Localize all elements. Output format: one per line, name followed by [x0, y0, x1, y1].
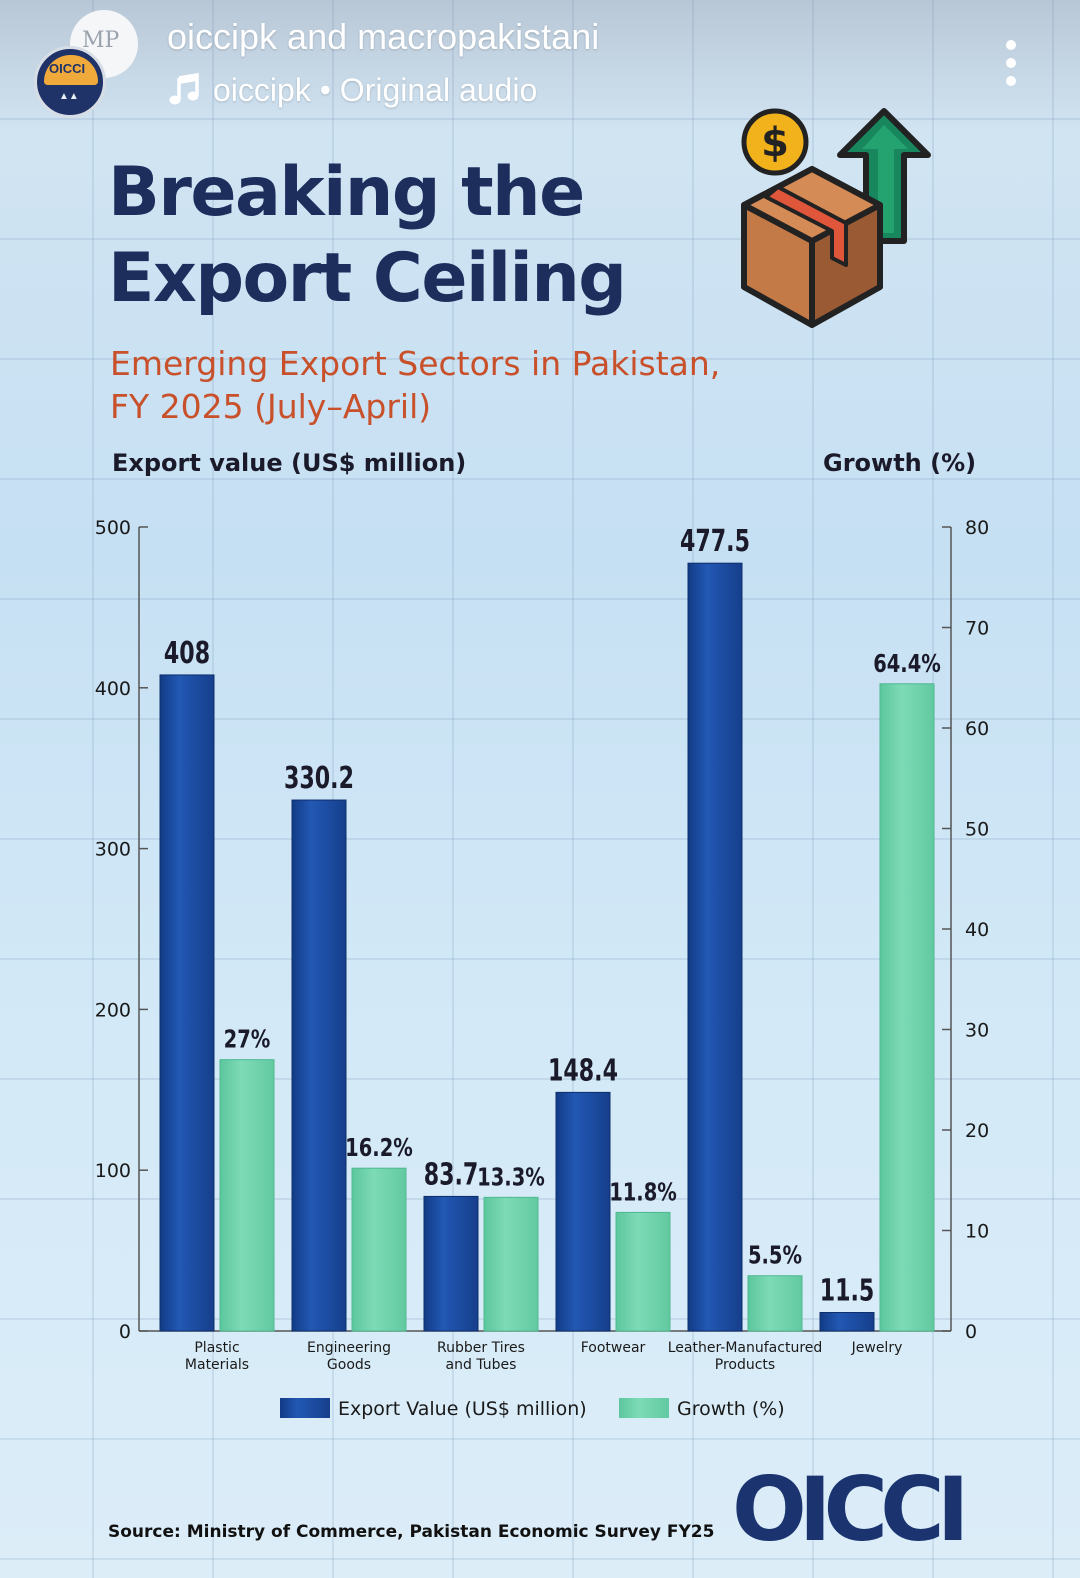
- avatar-logo-mark: ▲▲: [59, 91, 79, 102]
- subtitle-line-2: FY 2025 (July–April): [110, 387, 432, 426]
- avatar-initials: MP: [82, 28, 120, 53]
- chart-legend: Export Value (US$ million) Growth (%): [280, 1398, 785, 1420]
- category-label: Leather-Manufactured Products: [668, 1340, 823, 1373]
- category-label: Footwear: [581, 1340, 646, 1356]
- growth-bar: [219, 1059, 275, 1332]
- right-tick-label: 80: [965, 517, 989, 539]
- export-value-bar: [159, 674, 215, 1332]
- export-value-label: 11.5: [820, 1274, 875, 1308]
- avatar-logo-text: OICCI: [49, 61, 86, 76]
- legend-export-value-swatch: [280, 1398, 330, 1418]
- export-value-bar: [555, 1091, 611, 1332]
- more-vertical-icon[interactable]: [996, 36, 1026, 92]
- right-axis-heading: Growth (%): [823, 449, 977, 477]
- growth-label: 64.4%: [873, 649, 941, 678]
- export-chart: 0 100 200 300 400 500 0 10 20 30 40 50 60 70 80 408 27%…: [95, 517, 989, 1420]
- export-value-label: 477.5: [680, 525, 750, 559]
- export-value-bar: [423, 1195, 479, 1332]
- export-value-bar: [291, 799, 347, 1332]
- growth-bar: [483, 1196, 539, 1332]
- growth-bar: [351, 1167, 407, 1332]
- export-value-bar: [687, 562, 743, 1332]
- right-tick-label: 70: [965, 618, 989, 640]
- growth-label: 11.8%: [609, 1178, 677, 1207]
- avatar-oiccipk[interactable]: OICCI ▲▲: [34, 46, 106, 118]
- export-value-label: 408: [164, 637, 210, 671]
- category-label: Rubber Tires and Tubes: [437, 1340, 525, 1373]
- right-tick-label: 50: [965, 819, 989, 841]
- post-username[interactable]: oiccipk and macropakistani: [167, 16, 600, 57]
- right-tick-label: 30: [965, 1020, 989, 1042]
- source-note: Source: Ministry of Commerce, Pakistan E…: [108, 1522, 715, 1542]
- chart-labels: 408 27% Plastic Materials 330.2 16.2% Engineer…: [164, 525, 941, 1373]
- legend-growth-text: Growth (%): [677, 1398, 785, 1420]
- cardboard-box-icon: [741, 166, 883, 328]
- legend-growth: Growth (%): [619, 1398, 785, 1420]
- audio-label: oiccipk • Original audio: [213, 71, 538, 108]
- growth-bar: [615, 1211, 671, 1332]
- export-value-label: 148.4: [548, 1054, 618, 1088]
- left-tick-label: 400: [95, 678, 131, 700]
- infographic-subtitle: Emerging Export Sectors in Pakistan, FY …: [110, 342, 720, 428]
- title-line-2: Export Ceiling: [108, 239, 627, 318]
- growth-label: 27%: [224, 1025, 271, 1054]
- left-tick-label: 100: [95, 1160, 131, 1182]
- growth-arrow-icon: [837, 108, 931, 244]
- legend-export-value: Export Value (US$ million): [280, 1398, 587, 1420]
- growth-label: 5.5%: [748, 1241, 802, 1270]
- export-value-bar: [819, 1312, 875, 1332]
- avatar-group[interactable]: MP OICCI ▲▲: [34, 10, 144, 120]
- oicci-logo: OICCI: [732, 1462, 970, 1552]
- right-tick-label: 40: [965, 919, 989, 941]
- chart-bars: [159, 562, 935, 1332]
- category-label: Plastic Materials: [185, 1340, 249, 1373]
- oicci-logo-text: OICCI: [732, 1462, 962, 1552]
- left-tick-label: 200: [95, 999, 131, 1021]
- music-note-icon: [169, 72, 199, 105]
- growth-bar: [879, 683, 935, 1332]
- right-tick-label: 20: [965, 1120, 989, 1142]
- left-axis-heading: Export value (US$ million): [112, 449, 467, 477]
- svg-text:$: $: [761, 120, 789, 166]
- chart-axes: 0 100 200 300 400 500 0 10 20 30 40 50 60 70 80: [95, 517, 989, 1343]
- audio-link[interactable]: oiccipk • Original audio: [167, 70, 537, 110]
- growth-label: 16.2%: [345, 1134, 413, 1163]
- export-value-label: 83.7: [424, 1158, 479, 1192]
- box-with-dollar-and-arrow-icon: $: [741, 108, 931, 328]
- growth-label: 13.3%: [477, 1163, 545, 1192]
- title-line-1: Breaking the: [108, 153, 585, 232]
- infographic-title: Breaking the Export Ceiling: [108, 150, 627, 322]
- subtitle-line-1: Emerging Export Sectors in Pakistan,: [110, 344, 721, 383]
- legend-growth-swatch: [619, 1398, 669, 1418]
- right-tick-label: 60: [965, 718, 989, 740]
- category-label: Jewelry: [851, 1340, 903, 1356]
- legend-export-value-text: Export Value (US$ million): [338, 1398, 587, 1420]
- left-tick-label: 0: [119, 1321, 131, 1343]
- left-tick-label: 500: [95, 517, 131, 539]
- category-label: Engineering Goods: [307, 1340, 391, 1373]
- dollar-coin-icon: $: [741, 108, 809, 176]
- right-tick-label: 10: [965, 1221, 989, 1243]
- left-tick-label: 300: [95, 839, 131, 861]
- growth-bar: [747, 1275, 803, 1332]
- right-tick-label: 0: [965, 1321, 977, 1343]
- export-value-label: 330.2: [284, 762, 354, 796]
